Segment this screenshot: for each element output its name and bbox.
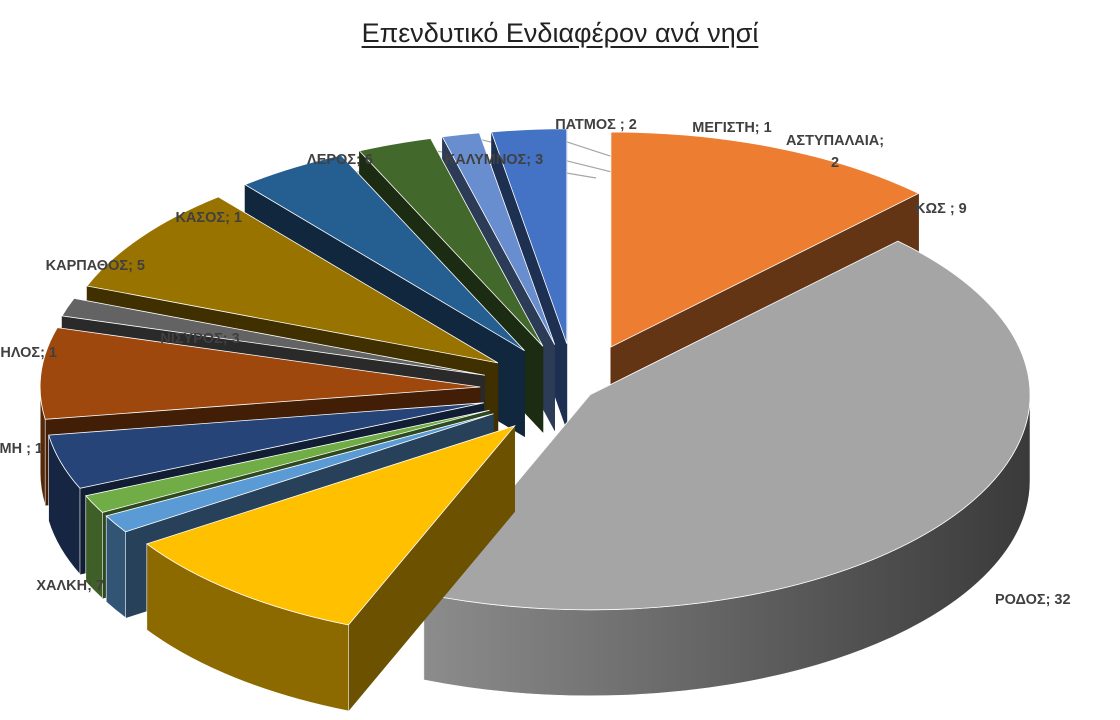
slice-top: [441, 132, 556, 345]
data-label-5: ΝΙΣΥΡΟΣ; 3: [160, 331, 239, 347]
data-label-0: ΚΩΣ ; 9: [915, 201, 967, 217]
pie-slice-2: [145, 425, 516, 712]
slice-top: [86, 196, 499, 364]
slice-rim: [105, 515, 126, 619]
data-label-4: ΗΛΟΣ; 1: [0, 345, 57, 361]
chart-title: Επενδυτικό Ενδιαφέρον ανά νησί: [361, 18, 759, 48]
data-label-1: ΡΟΔΟΣ; 32: [995, 592, 1071, 608]
slice-top: [145, 425, 516, 626]
slice-top: [423, 240, 1031, 611]
data-label-8: ΛΕΡΟΣ; 6: [307, 152, 373, 168]
slice-top: [39, 327, 481, 420]
slice-top: [85, 409, 490, 513]
slice-top: [61, 297, 485, 376]
pie-slice-1: [423, 240, 1031, 697]
slice-top: [490, 128, 568, 344]
data-label-12: ΑΣΤΥΠΑΛΑΙΑ; 2: [786, 133, 884, 171]
slice-top: [105, 413, 494, 533]
data-label-11: ΜΕΓΙΣΤΗ; 1: [692, 120, 771, 136]
data-label-3: ΜΗ ; 1: [0, 441, 43, 457]
data-label-9: ΚΑΛΥΜΝΟΣ; 3: [445, 152, 543, 168]
data-label-10: ΠΑΤΜΟΣ ; 2: [555, 117, 637, 133]
slice-top: [610, 131, 920, 348]
data-label-2: ΧΑΛΚΗ; 7: [36, 578, 104, 594]
data-label-7: ΚΑΣΟΣ; 1: [175, 210, 242, 226]
slice-top: [358, 137, 544, 347]
data-label-6: ΚΑΡΠΑΘΟΣ; 5: [46, 258, 145, 274]
slice-top: [48, 402, 484, 489]
slice-top: [244, 154, 525, 352]
